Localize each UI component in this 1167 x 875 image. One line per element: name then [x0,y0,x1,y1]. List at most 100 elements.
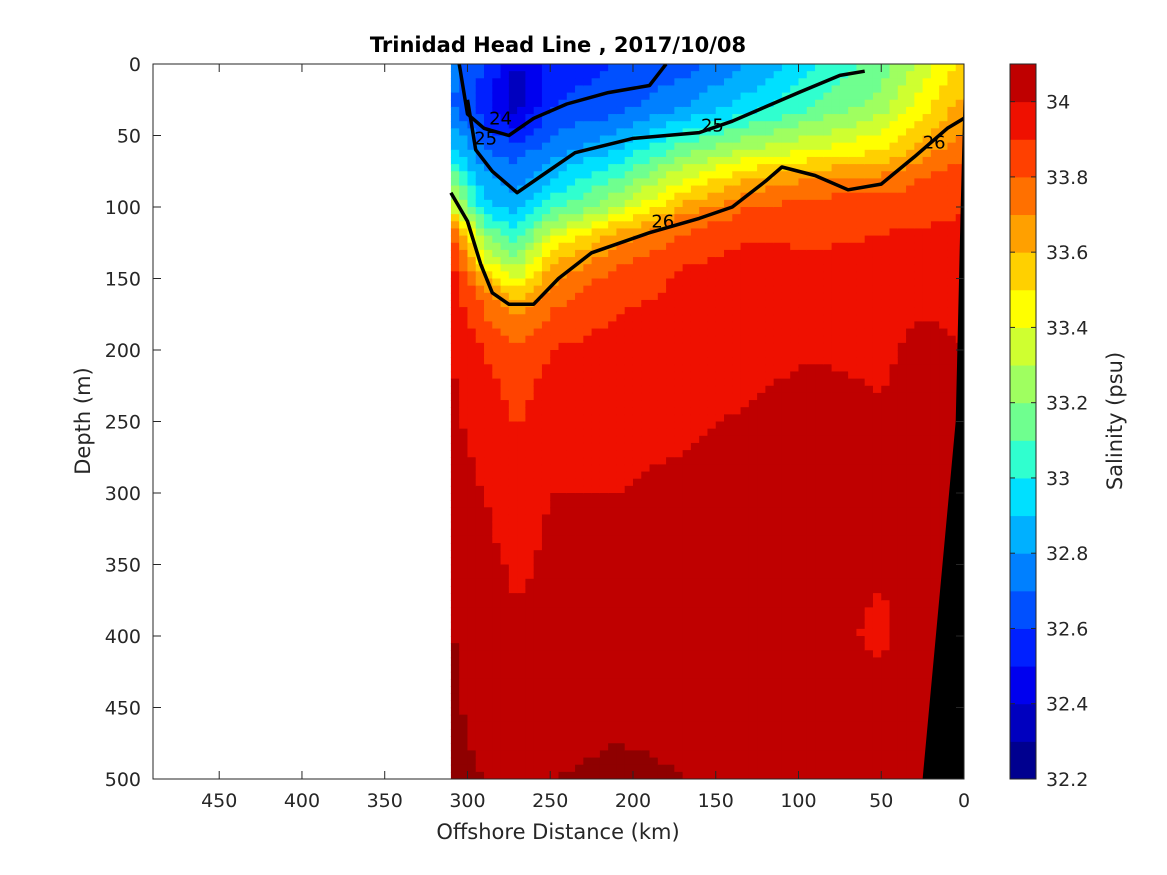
salinity-cell [541,292,552,301]
salinity-cell [831,743,841,752]
salinity-cell [657,357,667,366]
salinity-cell [806,421,816,430]
salinity-cell [459,771,469,779]
salinity-cell [616,392,626,401]
salinity-cell [699,249,709,258]
salinity-cell [781,678,792,687]
salinity-cell [525,628,535,637]
salinity-cell [856,564,866,573]
salinity-cell [591,421,601,430]
salinity-cell [608,464,618,473]
salinity-cell [599,564,609,573]
salinity-cell [690,557,700,566]
salinity-cell [806,736,816,745]
salinity-cell [533,242,543,251]
salinity-cell [765,571,775,580]
salinity-cell [674,457,684,466]
salinity-cell [500,99,510,108]
salinity-cell [575,357,585,366]
salinity-cell [624,64,634,72]
salinity-cell [666,435,676,444]
salinity-cell [616,707,626,716]
salinity-cell [467,307,477,316]
salinity-cell [831,478,841,487]
salinity-cell [492,507,502,516]
salinity-cell [459,400,469,408]
salinity-cell [541,328,552,337]
salinity-cell [508,771,518,779]
salinity-cell [541,335,552,344]
salinity-cell [674,199,684,208]
salinity-cell [790,614,800,623]
salinity-cell [550,221,560,230]
salinity-cell [657,314,667,323]
salinity-cell [806,578,816,587]
salinity-cell [790,585,800,594]
salinity-cell [550,335,560,344]
salinity-cell [848,249,858,258]
salinity-cell [558,693,568,702]
salinity-cell [492,149,502,158]
salinity-cell [508,278,518,287]
salinity-cell [682,721,692,730]
salinity-cell [740,342,750,351]
salinity-cell [831,507,841,516]
salinity-cell [558,342,568,351]
salinity-cell [492,242,502,251]
salinity-cell [740,764,750,773]
salinity-cell [649,671,659,680]
salinity-cell [682,764,692,773]
salinity-cell [740,521,750,530]
salinity-cell [525,621,535,630]
salinity-cell [707,392,717,401]
salinity-cell [467,471,477,480]
salinity-cell [831,714,841,723]
salinity-cell [467,514,477,523]
salinity-cell [492,121,502,130]
salinity-cell [616,114,626,122]
salinity-cell [666,171,676,180]
salinity-cell [823,707,833,716]
salinity-cell [773,64,783,72]
salinity-cell [624,392,634,401]
salinity-cell [575,142,585,151]
salinity-cell [467,457,477,466]
salinity-cell [632,607,643,616]
salinity-cell [699,307,709,316]
salinity-cell [781,149,792,158]
salinity-cell [508,614,518,623]
salinity-cell [632,228,643,237]
salinity-cell [599,471,609,480]
salinity-cell [533,392,543,401]
salinity-cell [591,514,601,523]
salinity-cell [839,314,849,323]
salinity-cell [500,235,510,244]
salinity-cell [624,400,634,408]
salinity-cell [699,257,709,265]
salinity-cell [748,257,758,265]
salinity-cell [484,121,494,130]
salinity-cell [740,307,750,316]
salinity-cell [550,650,560,659]
salinity-cell [459,571,469,580]
salinity-cell [707,657,717,666]
salinity-cell [823,378,833,387]
salinity-cell [492,435,502,444]
salinity-cell [517,550,527,559]
salinity-cell [732,593,742,602]
salinity-cell [856,693,866,702]
salinity-cell [748,135,758,144]
salinity-cell [798,171,808,180]
salinity-cell [599,507,609,516]
salinity-cell [632,400,643,408]
salinity-cell [690,92,700,101]
salinity-cell [575,535,585,544]
salinity-cell [525,721,535,730]
salinity-cell [616,364,626,373]
salinity-cell [533,257,543,265]
salinity-cell [533,600,543,609]
salinity-cell [848,364,858,373]
salinity-cell [583,643,593,652]
salinity-cell [856,164,866,173]
salinity-cell [707,450,717,459]
